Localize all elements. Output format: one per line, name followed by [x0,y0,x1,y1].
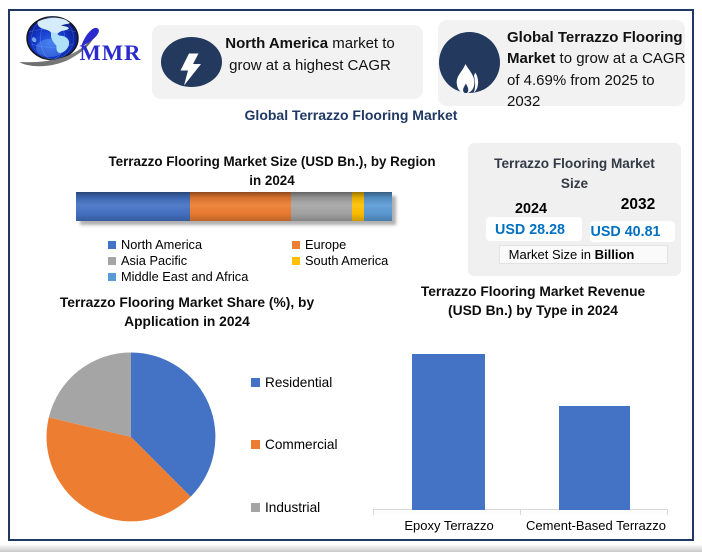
svg-text:MMR: MMR [80,40,142,65]
